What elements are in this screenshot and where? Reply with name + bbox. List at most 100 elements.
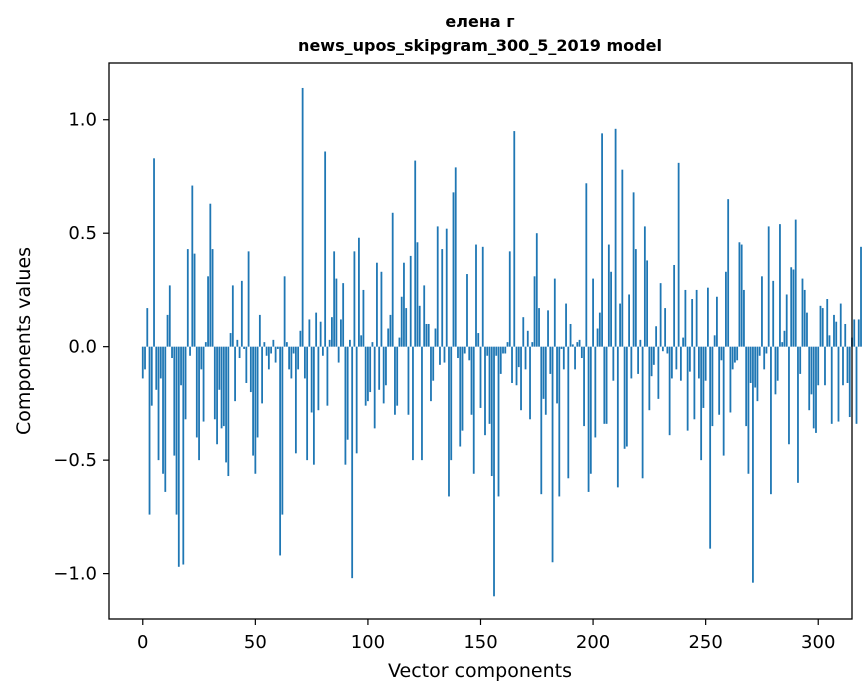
bar-1 bbox=[144, 346, 146, 370]
bar-80 bbox=[321, 346, 324, 356]
bar-40 bbox=[231, 285, 234, 347]
bar-141 bbox=[459, 346, 462, 447]
bar-62 bbox=[281, 346, 284, 515]
bar-100 bbox=[367, 346, 369, 402]
bar-241 bbox=[684, 289, 687, 347]
bar-236 bbox=[673, 264, 676, 347]
y-tick-label-2: 0.0 bbox=[68, 337, 97, 358]
bar-317 bbox=[855, 346, 858, 424]
bar-296 bbox=[808, 346, 811, 411]
bar-130 bbox=[434, 328, 437, 347]
bar-70 bbox=[299, 330, 302, 347]
y-tick-label-0: −1.0 bbox=[53, 564, 97, 585]
bar-194 bbox=[578, 339, 581, 347]
bar-189 bbox=[567, 346, 570, 479]
bar-197 bbox=[585, 183, 588, 347]
bar-269 bbox=[747, 346, 750, 474]
bar-85 bbox=[333, 251, 336, 347]
bar-77 bbox=[315, 312, 318, 347]
bar-134 bbox=[443, 346, 446, 363]
bar-38 bbox=[227, 346, 230, 477]
bar-210 bbox=[614, 128, 617, 347]
bar-65 bbox=[288, 346, 291, 370]
bar-180 bbox=[547, 310, 549, 347]
bar-190 bbox=[569, 323, 572, 347]
bar-69 bbox=[297, 346, 300, 370]
bar-72 bbox=[303, 346, 306, 379]
bar-2 bbox=[146, 308, 149, 347]
bar-61 bbox=[279, 346, 282, 556]
bar-160 bbox=[502, 346, 504, 354]
bar-57 bbox=[270, 346, 273, 354]
bar-33 bbox=[216, 346, 218, 445]
bar-78 bbox=[317, 346, 320, 411]
x-tick-label-5: 250 bbox=[688, 632, 722, 653]
bar-279 bbox=[770, 346, 772, 495]
bar-109 bbox=[387, 328, 390, 347]
bar-179 bbox=[544, 346, 547, 415]
bar-16 bbox=[177, 346, 180, 567]
bar-12 bbox=[168, 285, 171, 347]
bar-114 bbox=[398, 337, 401, 347]
y-tick-label-4: 1.0 bbox=[68, 110, 97, 131]
bar-5 bbox=[153, 158, 155, 347]
bar-175 bbox=[535, 233, 538, 347]
bar-258 bbox=[722, 346, 725, 456]
bar-68 bbox=[294, 346, 297, 454]
bar-131 bbox=[436, 226, 439, 347]
bars-group bbox=[141, 87, 862, 597]
bar-238 bbox=[677, 162, 680, 347]
bar-151 bbox=[481, 246, 484, 347]
bar-11 bbox=[166, 314, 169, 347]
bar-43 bbox=[238, 346, 241, 359]
bar-53 bbox=[261, 346, 263, 404]
bar-99 bbox=[364, 346, 367, 406]
bar-201 bbox=[594, 346, 597, 438]
x-tick-label-2: 100 bbox=[351, 632, 385, 653]
bar-170 bbox=[524, 346, 527, 370]
bar-227 bbox=[652, 346, 655, 365]
bar-14 bbox=[173, 346, 176, 456]
bar-208 bbox=[610, 271, 612, 347]
bar-188 bbox=[565, 303, 567, 347]
bar-3 bbox=[148, 346, 151, 515]
bar-202 bbox=[596, 328, 599, 347]
bar-220 bbox=[637, 346, 640, 374]
bar-144 bbox=[466, 274, 468, 347]
bar-46 bbox=[245, 346, 248, 383]
bar-193 bbox=[576, 342, 579, 347]
bar-166 bbox=[515, 346, 518, 386]
bar-76 bbox=[312, 346, 315, 465]
bar-154 bbox=[488, 346, 491, 424]
y-tick-label-1: −0.5 bbox=[53, 450, 97, 471]
bar-89 bbox=[342, 283, 345, 347]
bar-52 bbox=[258, 314, 261, 347]
bar-58 bbox=[272, 339, 275, 347]
bar-140 bbox=[457, 346, 459, 359]
x-tick-label-4: 200 bbox=[576, 632, 610, 653]
bar-192 bbox=[574, 346, 576, 370]
bar-255 bbox=[716, 296, 718, 347]
bar-116 bbox=[403, 262, 405, 347]
bar-126 bbox=[425, 323, 428, 347]
bar-250 bbox=[704, 346, 707, 381]
bar-307 bbox=[833, 314, 835, 347]
bar-20 bbox=[186, 249, 189, 347]
bar-266 bbox=[740, 244, 743, 347]
bar-37 bbox=[225, 346, 227, 463]
bar-67 bbox=[292, 346, 295, 354]
bar-155 bbox=[490, 346, 493, 477]
bar-300 bbox=[817, 346, 820, 386]
chart-title-line2: news_upos_skipgram_300_5_2019 model bbox=[298, 36, 662, 55]
bar-237 bbox=[675, 346, 678, 370]
bar-271 bbox=[752, 346, 754, 583]
bar-299 bbox=[815, 346, 817, 433]
bar-173 bbox=[531, 342, 534, 347]
bar-312 bbox=[844, 323, 847, 347]
bar-9 bbox=[162, 346, 164, 474]
bar-191 bbox=[571, 344, 574, 347]
bar-270 bbox=[749, 346, 752, 383]
bar-122 bbox=[416, 242, 419, 347]
bar-54 bbox=[263, 342, 266, 347]
bar-39 bbox=[229, 333, 232, 347]
